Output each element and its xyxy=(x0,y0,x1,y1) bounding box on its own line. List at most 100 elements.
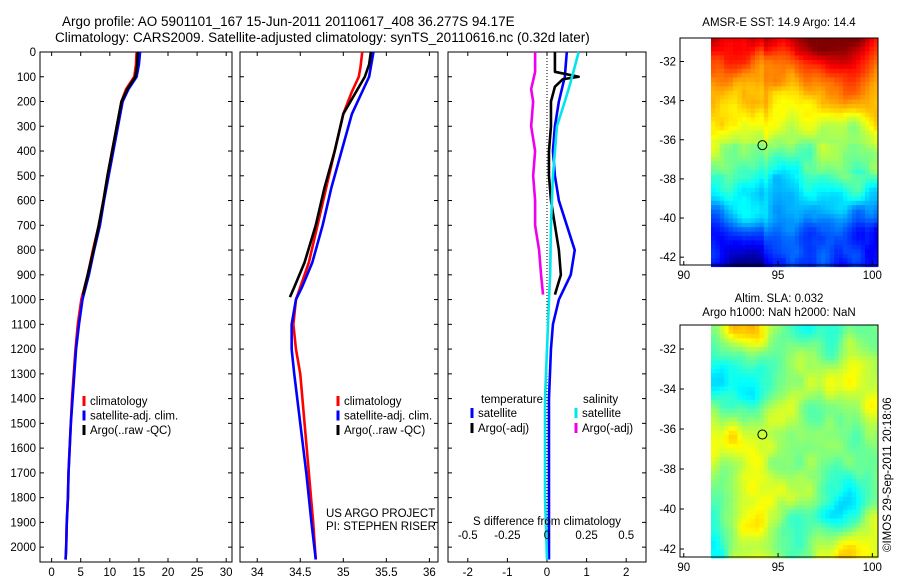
map-cell xyxy=(869,443,875,449)
map-cell xyxy=(865,531,870,537)
map-cell xyxy=(829,152,835,158)
map-cell xyxy=(794,509,800,515)
map-cell xyxy=(763,549,769,555)
map-cell xyxy=(715,64,721,70)
map-cell xyxy=(825,205,831,210)
map-cell xyxy=(851,408,857,414)
map-cell xyxy=(807,42,813,48)
map-cell xyxy=(799,399,804,405)
map-cell xyxy=(763,553,769,559)
map-cell xyxy=(711,408,716,414)
map-cell xyxy=(715,73,721,78)
map-cell xyxy=(847,496,853,502)
map-cell xyxy=(851,377,857,383)
map-cell xyxy=(759,42,765,48)
map-cell xyxy=(715,421,721,427)
map-cell xyxy=(750,205,756,210)
map-cell xyxy=(777,386,782,392)
map-cell xyxy=(763,130,769,136)
map-cell xyxy=(794,545,800,550)
map-cell xyxy=(803,253,809,259)
y-tick-label: 1700 xyxy=(10,468,36,480)
map-cell xyxy=(856,258,861,263)
map-cell xyxy=(755,549,760,555)
map-cell xyxy=(812,253,817,259)
map-cell xyxy=(851,244,857,250)
map-cell xyxy=(812,99,817,105)
map-cell xyxy=(777,430,782,436)
map-cell xyxy=(851,448,857,453)
map-cell xyxy=(816,549,822,555)
map-cell xyxy=(825,509,831,515)
map-cell xyxy=(865,244,870,250)
map-cell xyxy=(851,435,857,440)
map-cell xyxy=(821,439,826,445)
map-cell xyxy=(772,121,778,127)
map-cell xyxy=(750,139,756,144)
map-cell xyxy=(728,505,734,511)
map-cell xyxy=(812,509,817,515)
map-cell xyxy=(816,68,822,74)
map-cell xyxy=(851,77,857,83)
map-cell xyxy=(711,99,716,105)
map-cell xyxy=(741,457,747,462)
map-cell xyxy=(803,200,809,206)
map-cell xyxy=(847,465,853,471)
map-cell xyxy=(711,218,716,224)
map-cell xyxy=(860,240,866,246)
map-cell xyxy=(812,448,817,453)
map-cell xyxy=(750,249,756,254)
map-cell xyxy=(746,382,751,387)
map-cell xyxy=(860,333,866,339)
map-cell xyxy=(777,108,782,114)
map-cell xyxy=(790,60,795,65)
map-cell xyxy=(733,205,738,210)
map-cell xyxy=(812,395,817,401)
map-cell xyxy=(772,99,778,105)
map-cell xyxy=(772,112,778,118)
map-cell xyxy=(803,382,809,387)
map-cell xyxy=(763,244,769,250)
map-cell xyxy=(799,531,804,537)
map-cell xyxy=(719,148,725,153)
map-cell xyxy=(777,249,782,254)
map-cell xyxy=(741,143,747,149)
map-cell xyxy=(865,121,870,127)
map-cell xyxy=(816,156,822,162)
map-cell xyxy=(777,329,782,335)
map-cell xyxy=(851,465,857,471)
map-cell xyxy=(856,192,861,197)
map-cell xyxy=(763,399,769,405)
map-cell xyxy=(847,174,853,180)
map-cell xyxy=(843,452,848,458)
map-cell xyxy=(794,553,800,559)
map-cell xyxy=(719,82,725,87)
map-cell xyxy=(785,183,791,188)
map-cell xyxy=(737,355,743,361)
map-cell xyxy=(812,531,817,537)
map-cell xyxy=(763,249,769,254)
map-cell xyxy=(781,329,787,335)
map-cell xyxy=(865,443,870,449)
map-cell xyxy=(728,51,734,56)
map-cell xyxy=(843,373,848,379)
map-cell xyxy=(803,236,809,241)
map-cell xyxy=(768,377,773,383)
map-cell xyxy=(794,386,800,392)
map-cell xyxy=(759,479,765,484)
map-cell xyxy=(741,461,747,467)
map-cell xyxy=(759,170,765,175)
map-cell xyxy=(772,553,778,559)
map-cell xyxy=(843,130,848,136)
y-tick-label: 1000 xyxy=(10,295,36,307)
map-cell xyxy=(829,509,835,515)
map-cell xyxy=(728,73,734,78)
map-cell xyxy=(816,461,822,467)
map-cell xyxy=(816,360,822,365)
map-cell xyxy=(790,209,795,215)
map-cell xyxy=(763,474,769,480)
map-cell xyxy=(746,540,751,546)
map-cell xyxy=(799,382,804,387)
map-cell xyxy=(737,244,743,250)
map-cell xyxy=(816,373,822,379)
